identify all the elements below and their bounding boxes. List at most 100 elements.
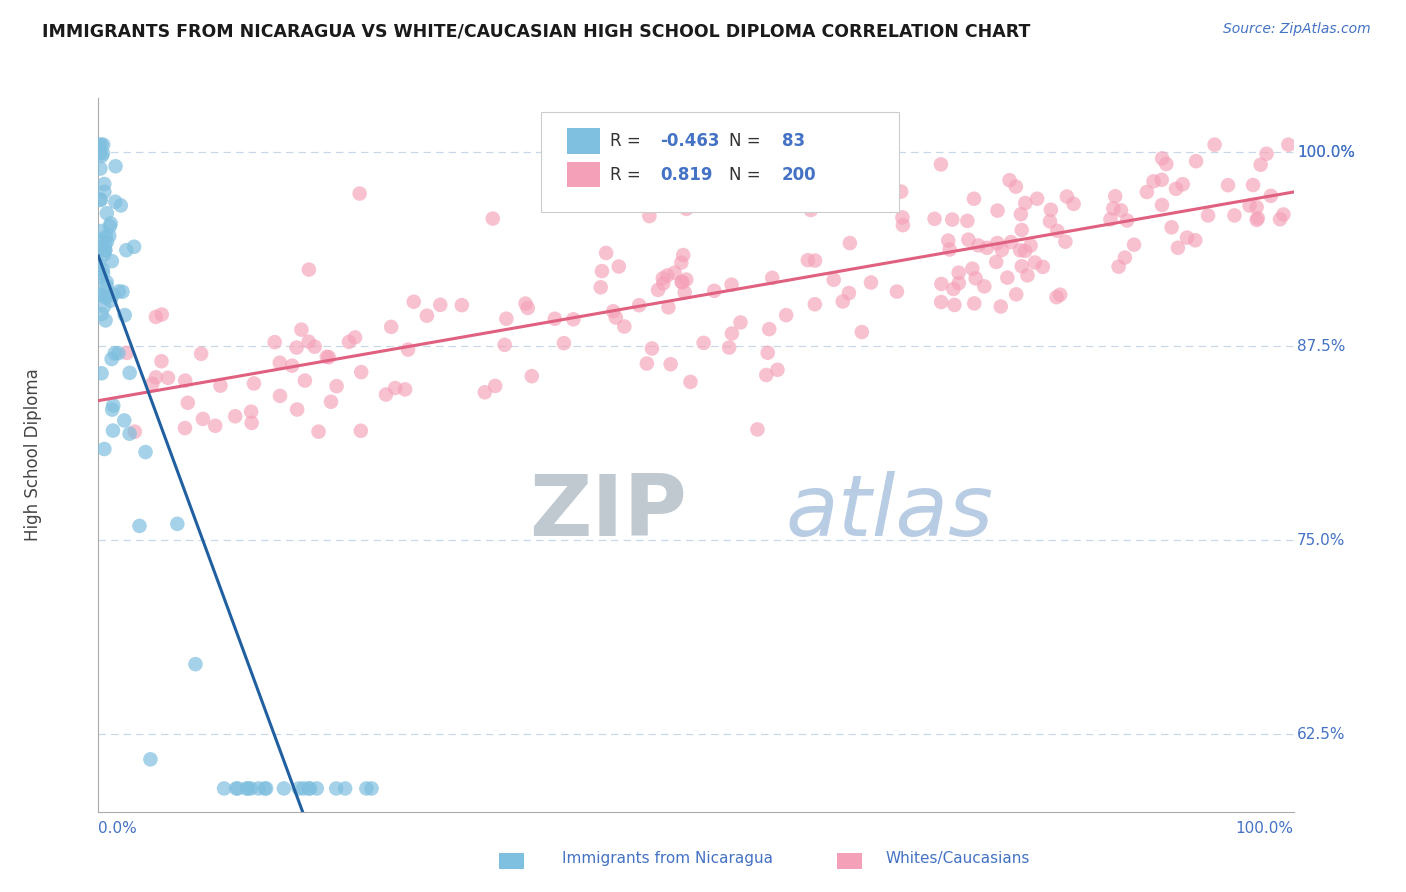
Point — [1039, 202, 1062, 217]
Point — [761, 270, 783, 285]
Point — [1246, 200, 1268, 214]
Point — [1272, 207, 1295, 221]
Point — [96, 206, 118, 220]
Point — [924, 211, 946, 226]
Text: High School Diploma: High School Diploma — [24, 368, 42, 541]
Point — [1256, 146, 1278, 161]
Point — [87, 286, 110, 301]
Point — [107, 346, 129, 360]
Point — [1246, 213, 1268, 227]
Text: 100.0%: 100.0% — [1236, 821, 1294, 836]
Point — [671, 275, 693, 289]
Text: 100.0%: 100.0% — [1298, 145, 1355, 160]
Point — [156, 371, 179, 385]
Point — [941, 212, 963, 227]
Point — [150, 354, 173, 368]
Point — [87, 137, 110, 152]
Point — [93, 185, 115, 199]
Point — [963, 192, 986, 206]
Point — [1136, 185, 1159, 199]
Point — [1150, 198, 1173, 212]
Point — [118, 426, 141, 441]
Point — [204, 418, 226, 433]
Point — [756, 345, 779, 359]
Point — [651, 271, 673, 285]
Point — [838, 235, 860, 250]
Point — [325, 781, 347, 796]
Point — [638, 209, 661, 223]
Point — [804, 253, 827, 268]
Point — [150, 308, 173, 322]
Point — [1014, 244, 1036, 258]
Point — [721, 326, 744, 341]
Point — [1239, 198, 1261, 212]
Point — [1046, 224, 1069, 238]
Point — [998, 173, 1021, 187]
Point — [1010, 244, 1032, 258]
Point — [90, 137, 112, 152]
Point — [948, 266, 970, 280]
Point — [115, 243, 138, 257]
Bar — [567, 128, 600, 153]
Point — [766, 363, 789, 377]
Point — [360, 781, 382, 796]
Point — [104, 159, 127, 173]
Point — [98, 219, 121, 234]
Point — [1039, 214, 1062, 228]
Point — [1102, 202, 1125, 216]
Point — [1099, 212, 1122, 227]
Text: -0.463: -0.463 — [661, 132, 720, 150]
Point — [135, 445, 157, 459]
Point — [986, 203, 1008, 218]
Point — [209, 378, 232, 392]
Point — [755, 368, 778, 382]
Point — [93, 248, 115, 262]
Point — [986, 255, 1008, 269]
Bar — [567, 161, 600, 187]
Point — [349, 186, 371, 201]
Point — [1114, 251, 1136, 265]
Point — [1197, 209, 1219, 223]
Text: Immigrants from Nicaragua: Immigrants from Nicaragua — [562, 851, 773, 865]
Point — [1056, 189, 1078, 203]
Point — [474, 385, 496, 400]
Text: 62.5%: 62.5% — [1298, 727, 1346, 741]
Point — [1175, 230, 1198, 244]
Point — [675, 202, 697, 216]
Point — [943, 298, 966, 312]
Point — [956, 214, 979, 228]
Point — [804, 297, 827, 311]
Text: N =: N = — [730, 132, 766, 150]
Point — [94, 291, 117, 305]
Point — [124, 425, 146, 439]
Text: IMMIGRANTS FROM NICARAGUA VS WHITE/CAUCASIAN HIGH SCHOOL DIPLOMA CORRELATION CHA: IMMIGRANTS FROM NICARAGUA VS WHITE/CAUCA… — [42, 22, 1031, 40]
Point — [94, 313, 117, 327]
Point — [607, 260, 630, 274]
Point — [758, 322, 780, 336]
Point — [96, 235, 118, 249]
Point — [90, 149, 112, 163]
Point — [1260, 189, 1282, 203]
Point — [285, 341, 308, 355]
Point — [304, 340, 326, 354]
Point — [1184, 233, 1206, 247]
Point — [544, 311, 567, 326]
Point — [1241, 178, 1264, 192]
Point — [891, 211, 914, 225]
Point — [1005, 287, 1028, 301]
Point — [800, 202, 823, 217]
Point — [851, 325, 873, 339]
Point — [298, 262, 321, 277]
Point — [602, 304, 624, 318]
Point — [212, 781, 235, 796]
Point — [273, 781, 295, 796]
Point — [675, 272, 697, 286]
Point — [292, 781, 315, 796]
Point — [90, 193, 112, 207]
Point — [356, 781, 378, 796]
Point — [1109, 203, 1132, 218]
Point — [1171, 178, 1194, 192]
Point — [110, 198, 132, 212]
Point — [838, 286, 860, 301]
Point — [93, 177, 115, 191]
